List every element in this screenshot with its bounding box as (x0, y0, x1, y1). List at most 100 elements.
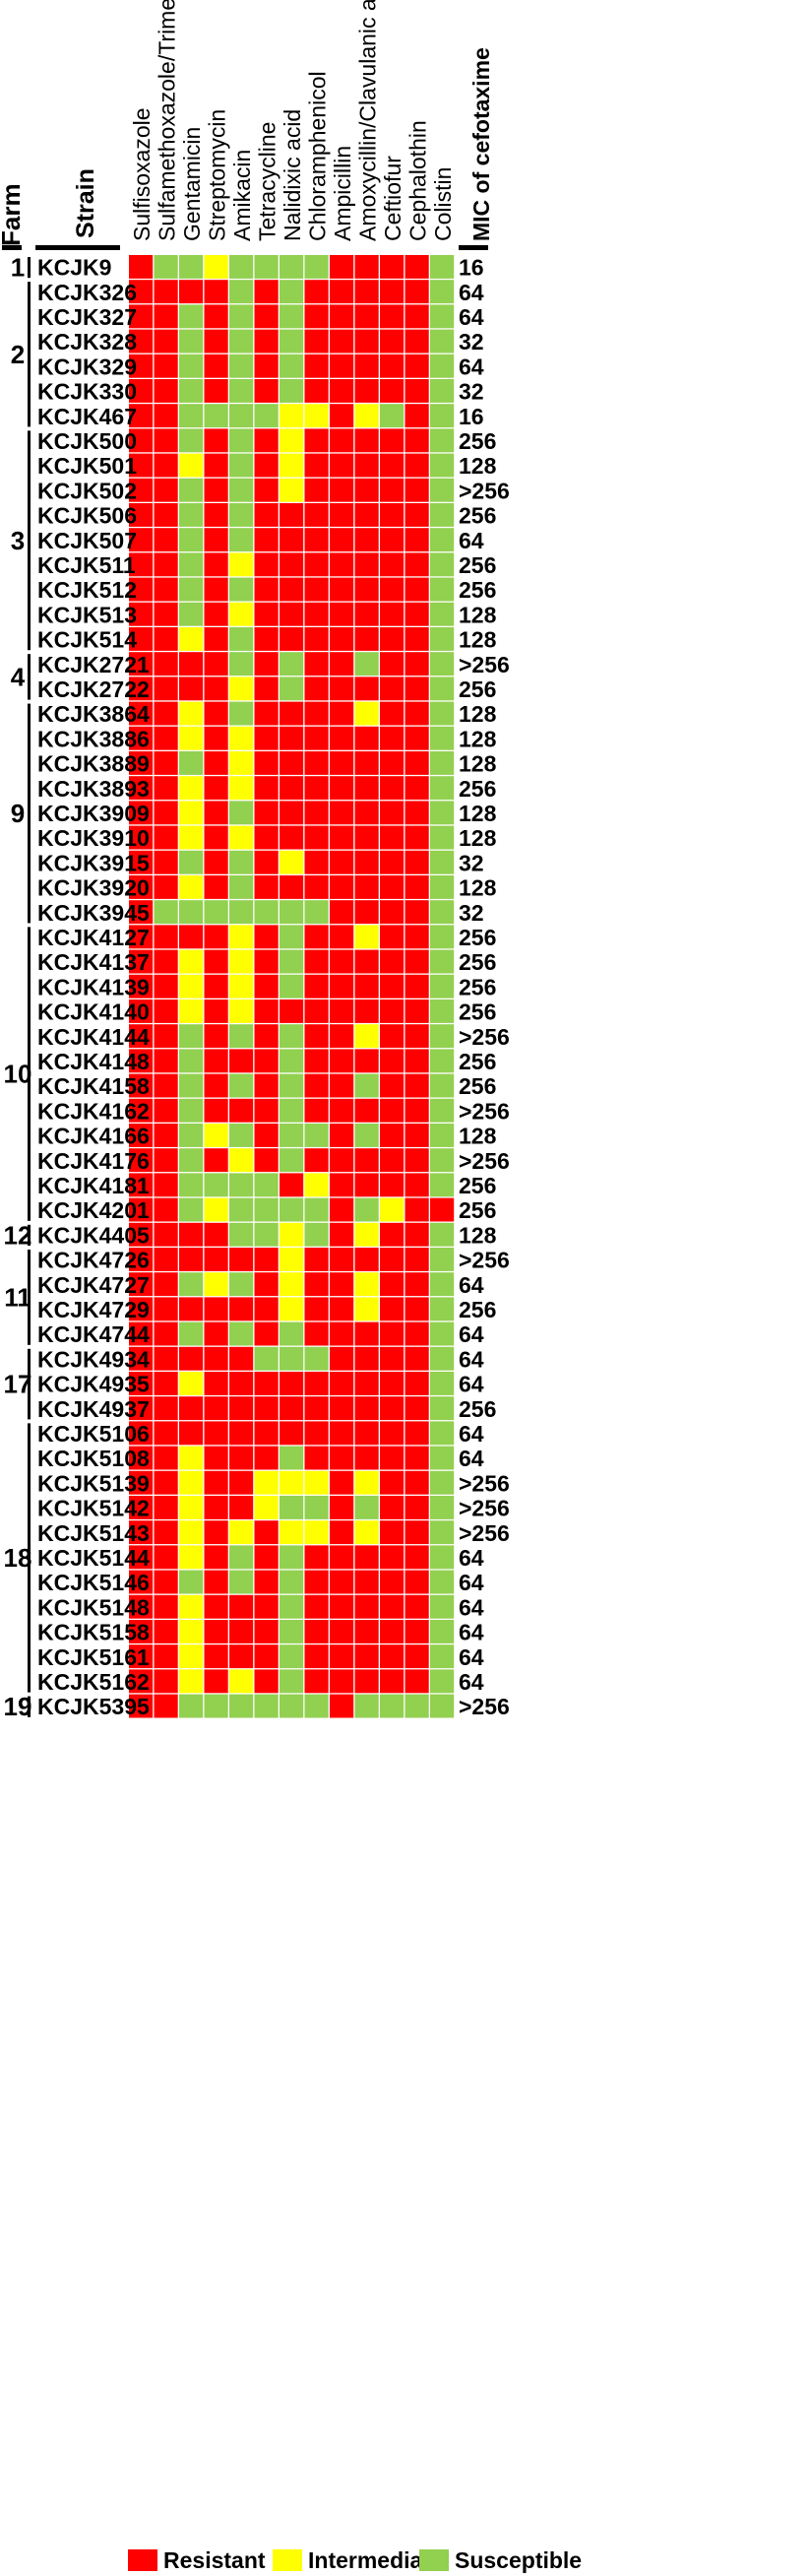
heatmap-cell (405, 1197, 429, 1222)
heatmap-cell (229, 478, 254, 502)
heatmap-cell (405, 1669, 429, 1694)
heatmap-cell (405, 379, 429, 403)
heatmap-cell (430, 1148, 455, 1173)
heatmap-cell (204, 1669, 228, 1694)
heatmap-cell (254, 1644, 279, 1669)
heatmap-cell (154, 602, 178, 626)
heatmap-cell (354, 1669, 379, 1694)
column-label: Colistin (430, 167, 456, 241)
heatmap-cell (304, 1049, 329, 1073)
heatmap-cell (430, 1098, 455, 1123)
mic-value: 64 (459, 304, 484, 330)
heatmap-cell (280, 329, 304, 354)
heatmap-cell (354, 949, 379, 974)
heatmap-cell (204, 1321, 228, 1346)
strain-label: KCJK5108 (37, 1446, 150, 1471)
heatmap-cell (380, 652, 405, 676)
heatmap-cell (154, 478, 178, 502)
heatmap-cell (380, 1124, 405, 1147)
heatmap-cell (129, 503, 154, 527)
heatmap-cell (280, 1049, 304, 1073)
mic-value: 16 (459, 404, 484, 429)
heatmap-cell (330, 1421, 354, 1446)
heatmap-cell (254, 428, 279, 453)
heatmap-cell (254, 701, 279, 726)
heatmap-cell (154, 825, 178, 850)
farm-header: Farm (0, 183, 26, 246)
heatmap-cell (330, 999, 354, 1023)
heatmap-cell (204, 701, 228, 726)
heatmap-cell (354, 1694, 379, 1718)
strain-header-underline (35, 245, 120, 250)
heatmap-cell (129, 1570, 154, 1594)
heatmap-cell (405, 801, 429, 825)
heatmap-cell (280, 1346, 304, 1371)
heatmap-cell (254, 503, 279, 527)
heatmap-cell (129, 652, 154, 676)
farm-bracket (28, 927, 31, 1221)
heatmap-cell (304, 1098, 329, 1123)
heatmap-cell (254, 577, 279, 602)
heatmap-cell (179, 1446, 204, 1470)
heatmap-cell (430, 1222, 455, 1247)
strain-label: KCJK4139 (37, 974, 150, 999)
heatmap-cell (229, 1148, 254, 1173)
heatmap-cell (330, 1620, 354, 1643)
heatmap-cell (204, 1098, 228, 1123)
heatmap-cell (129, 577, 154, 602)
heatmap-cell (254, 1248, 279, 1271)
heatmap-cell (304, 1248, 329, 1271)
heatmap-cell (254, 1694, 279, 1718)
heatmap-cell (430, 379, 455, 403)
heatmap-cell (330, 701, 354, 726)
heatmap-cell (254, 776, 279, 801)
mic-value: 64 (459, 1644, 484, 1670)
heatmap-cell (330, 304, 354, 329)
heatmap-cell (254, 329, 279, 354)
heatmap-cell (405, 676, 429, 701)
heatmap-cell (280, 701, 304, 726)
heatmap-cell (354, 1470, 379, 1495)
heatmap-cell (204, 1222, 228, 1247)
column-label: Sulfamethoxazole/Trimethoprim (154, 0, 179, 241)
heatmap-cell (304, 552, 329, 577)
heatmap-cell (380, 875, 405, 899)
mic-value: 256 (459, 503, 496, 529)
heatmap-cell (204, 1620, 228, 1643)
farm-label: 19 (4, 1692, 32, 1721)
heatmap-cell (154, 528, 178, 552)
heatmap-cell (154, 428, 178, 453)
heatmap-cell (254, 925, 279, 949)
heatmap-cell (354, 1024, 379, 1049)
heatmap-cell (354, 925, 379, 949)
heatmap-cell (430, 1321, 455, 1346)
heatmap-cell (229, 974, 254, 998)
heatmap-cell (179, 652, 204, 676)
heatmap-cell (380, 999, 405, 1023)
heatmap-cell (229, 1272, 254, 1297)
heatmap-cell (204, 949, 228, 974)
heatmap-cell (204, 453, 228, 478)
heatmap-cell (354, 1073, 379, 1098)
heatmap-cell (254, 528, 279, 552)
heatmap-cell (254, 974, 279, 998)
heatmap-cell (154, 1669, 178, 1694)
mic-value: 256 (459, 776, 496, 802)
column-label: Chloramphenicol (304, 71, 330, 241)
heatmap-cell (229, 652, 254, 676)
heatmap-cell (204, 255, 228, 279)
heatmap-cell (430, 925, 455, 949)
heatmap-cell (154, 776, 178, 801)
heatmap-cell (254, 1148, 279, 1173)
strain-label: KCJK5395 (37, 1694, 150, 1719)
heatmap-cell (154, 404, 178, 428)
heatmap-cell (430, 354, 455, 378)
heatmap-cell (430, 1297, 455, 1321)
heatmap-cell (129, 602, 154, 626)
heatmap-cell (430, 329, 455, 354)
strain-label: KCJK500 (37, 428, 137, 454)
heatmap-cell (380, 1346, 405, 1371)
heatmap-cell (204, 1049, 228, 1073)
heatmap-cell (254, 602, 279, 626)
heatmap-cell (430, 280, 455, 304)
